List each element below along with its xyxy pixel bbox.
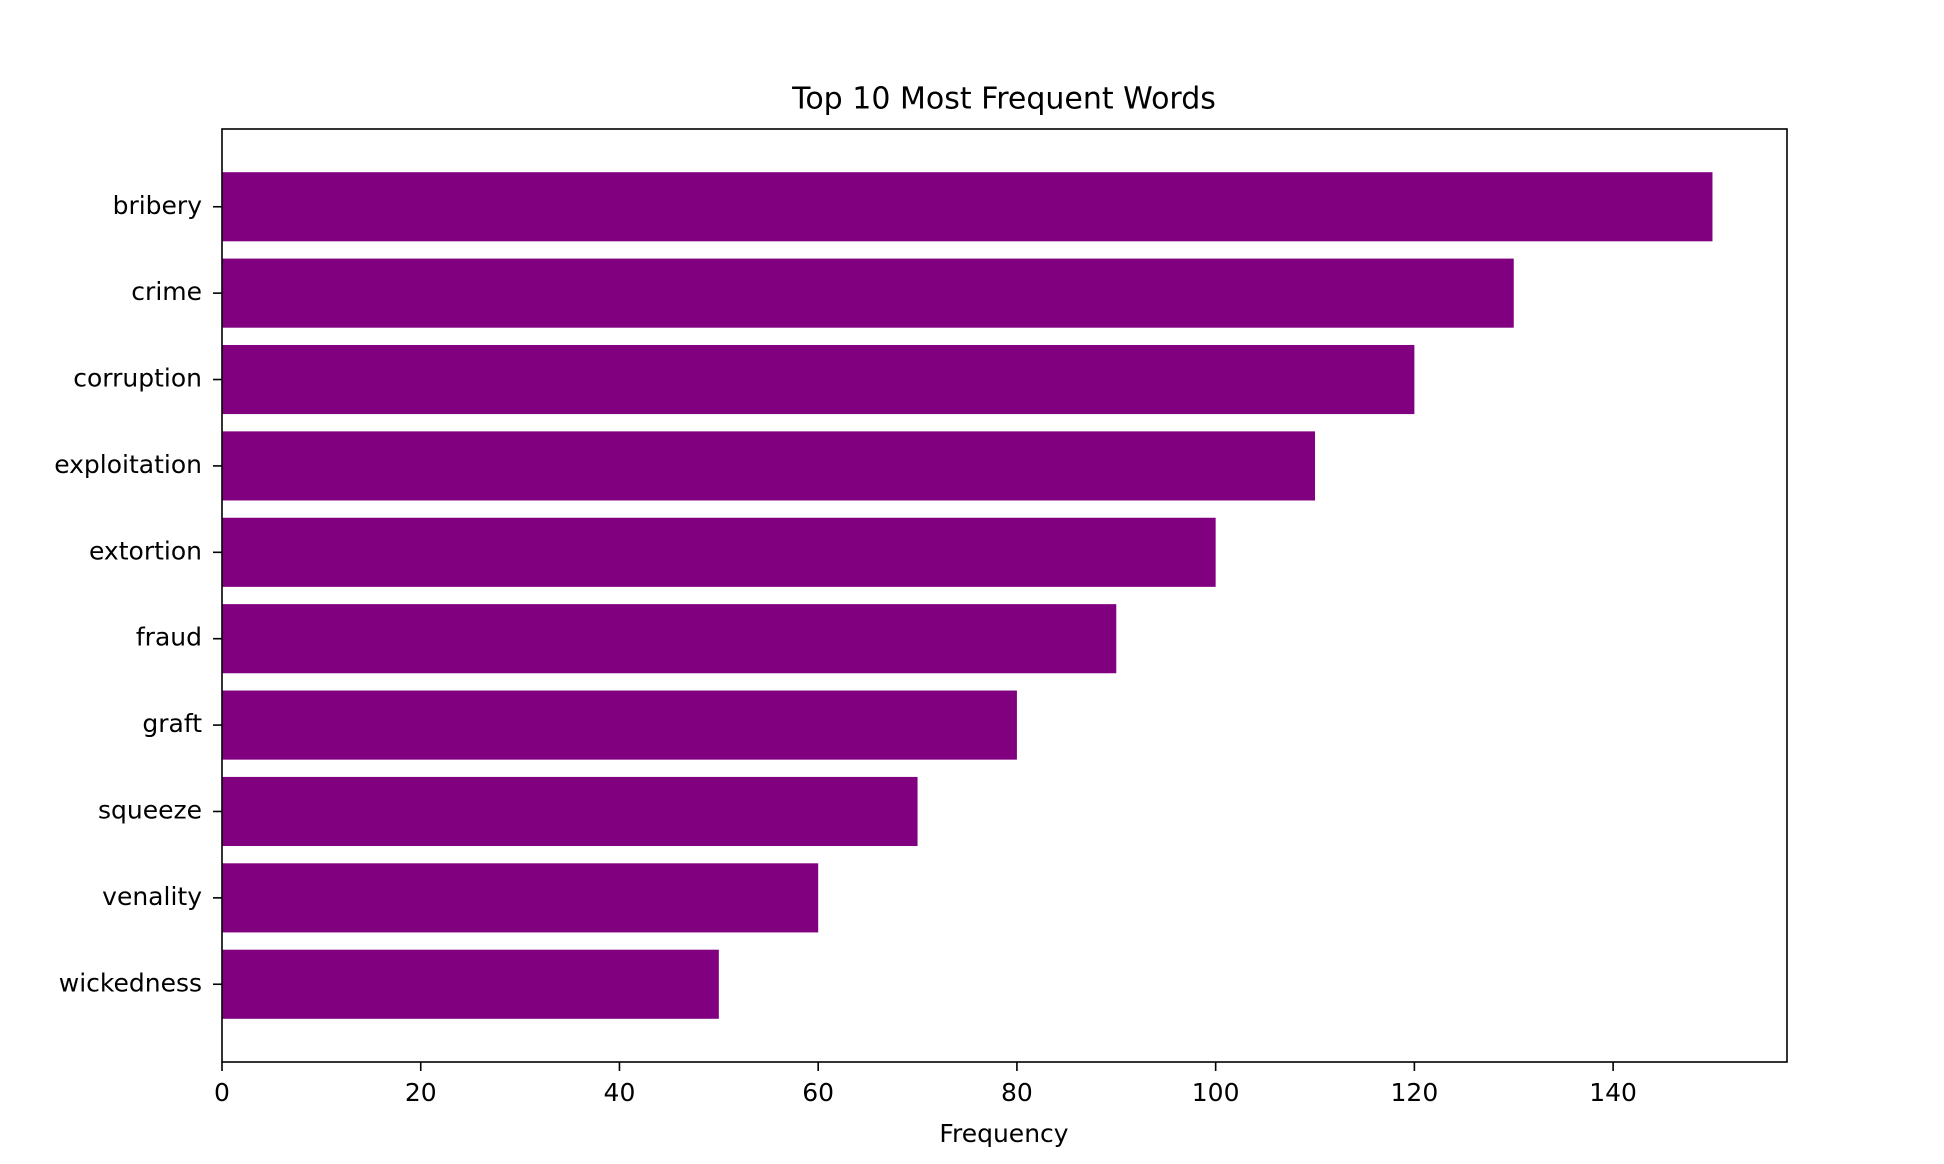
- y-tick-label: fraud: [136, 623, 202, 652]
- chart-title: Top 10 Most Frequent Words: [791, 82, 1216, 117]
- bar: [222, 258, 1514, 328]
- bar: [222, 863, 819, 933]
- bar: [222, 172, 1713, 242]
- x-tick-label: 100: [1192, 1078, 1240, 1107]
- y-tick-label: exploitation: [54, 450, 202, 479]
- x-tick-label: 140: [1589, 1078, 1637, 1107]
- bar: [222, 517, 1216, 587]
- bar: [222, 344, 1415, 415]
- bar: [222, 776, 918, 847]
- x-tick-label: 0: [214, 1078, 230, 1107]
- x-tick-label: 40: [604, 1078, 636, 1107]
- y-tick-label: venality: [102, 882, 202, 911]
- bar: [222, 604, 1117, 674]
- y-tick-label: squeeze: [98, 795, 202, 824]
- y-tick-label: graft: [142, 709, 202, 738]
- x-tick-label: 120: [1391, 1078, 1439, 1107]
- bar: [222, 690, 1017, 760]
- bar: [222, 949, 719, 1019]
- plot-frame: [221, 128, 1788, 1063]
- y-tick-label: crime: [131, 277, 202, 306]
- x-tick-label: 80: [1001, 1078, 1033, 1107]
- bar: [222, 431, 1316, 501]
- x-tick-label: 20: [405, 1078, 437, 1107]
- x-axis-label: Frequency: [939, 1119, 1068, 1148]
- y-tick-label: extortion: [89, 536, 202, 565]
- x-tick-label: 60: [802, 1078, 834, 1107]
- y-tick-label: bribery: [113, 191, 203, 220]
- y-tick-label: wickedness: [59, 968, 202, 997]
- y-tick-label: corruption: [73, 364, 202, 393]
